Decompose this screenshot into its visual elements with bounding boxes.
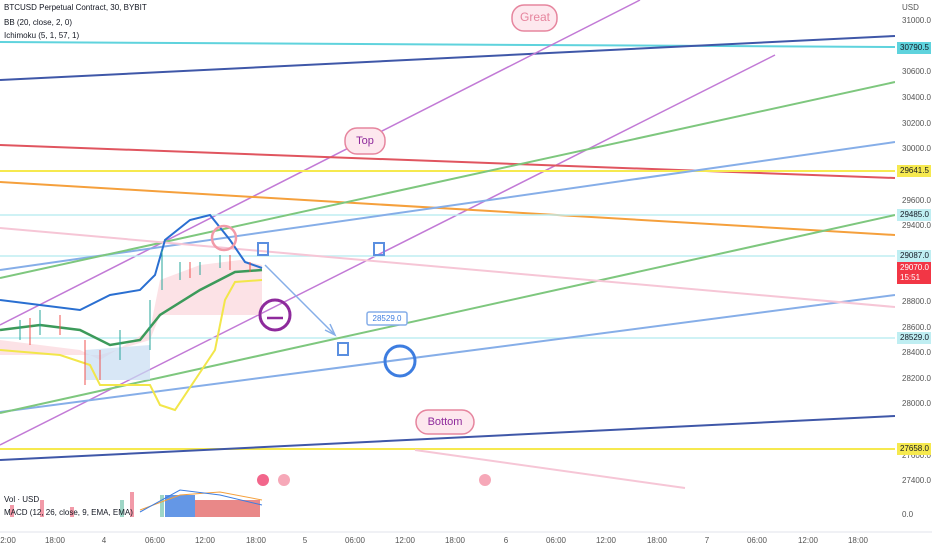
unit: USD [902,3,919,12]
target-label: 28529.0 [373,314,402,323]
time-tick: 18:00 [647,536,668,545]
time-tick: 12:00 [395,536,416,545]
level-badge [897,165,931,177]
level-badge [897,209,931,221]
time-tick: 06:00 [145,536,166,545]
price-tick: 30000.0 [902,144,931,153]
time-tick: 18:00 [445,536,466,545]
last-price-badge [897,262,931,284]
price-tick: 28800.0 [902,297,931,306]
time-tick: 12:00 [195,536,216,545]
annotation-bubbles [344,4,558,435]
price-tick: 30400.0 [902,93,931,102]
indicator: BB (20, close, 2, 0) [4,18,72,27]
countdown: 15:51 [900,273,921,282]
volume-label: Vol · USD [4,495,39,504]
time-tick: 18:00 [246,536,267,545]
level-label: 27658.0 [900,444,929,453]
price-tick: 29400.0 [902,221,931,230]
volume-macd [10,489,263,517]
time-tick: 12:00 [798,536,819,545]
price-tick: 31000.0 [902,16,931,25]
time-tick: 4 [102,536,107,545]
price-series [0,213,263,412]
time-tick: 06:00 [546,536,567,545]
great-label: Great [520,10,551,24]
time-tick: 12:00 [596,536,617,545]
last-price: 29070.0 [900,263,929,272]
price-tick: 28400.0 [902,348,931,357]
level-label: 28529.0 [900,333,929,342]
level-label: 30790.5 [900,43,929,52]
price-tick: 30200.0 [902,119,931,128]
price-tick: 27400.0 [902,476,931,485]
time-tick: 06:00 [345,536,366,545]
price-tick: 28600.0 [902,323,931,332]
price-tick: 30600.0 [902,67,931,76]
symbol: BTCUSD Perpetual Contract, 30, BYBIT [4,3,147,12]
top-label: Top [356,135,374,147]
price-tick: 29600.0 [902,196,931,205]
macd-label: MACD (12, 26, close, 9, EMA, EMA) [4,508,133,517]
level-badge [897,443,931,455]
time-tick: 18:00 [848,536,869,545]
level-badge [897,42,931,54]
time-tick: 6 [504,536,509,545]
level-label: 29641.5 [900,166,929,175]
level-badge [897,250,931,262]
time-tick: 7 [705,536,710,545]
axes: 31000.0 30600.0 30400.0 30200.0 30000.0 29600… [0,16,931,545]
level-label: 29485.0 [900,210,929,219]
price-tick: 28000.0 [902,399,931,408]
level-badge [897,332,931,344]
bottom-label: Bottom [428,416,463,428]
time-tick: 18:00 [45,536,66,545]
indicator: Ichimoku (5, 1, 57, 1) [4,31,79,40]
icons [210,224,491,486]
price-tick: 27600.0 [902,451,931,460]
time-tick: 06:00 [747,536,768,545]
volume-zero: 0.0 [902,510,914,519]
time-tick: 5 [303,536,308,545]
level-label: 29087.0 [900,251,929,260]
price-tick: 28200.0 [902,374,931,383]
time-tick: 2:00 [0,536,16,545]
